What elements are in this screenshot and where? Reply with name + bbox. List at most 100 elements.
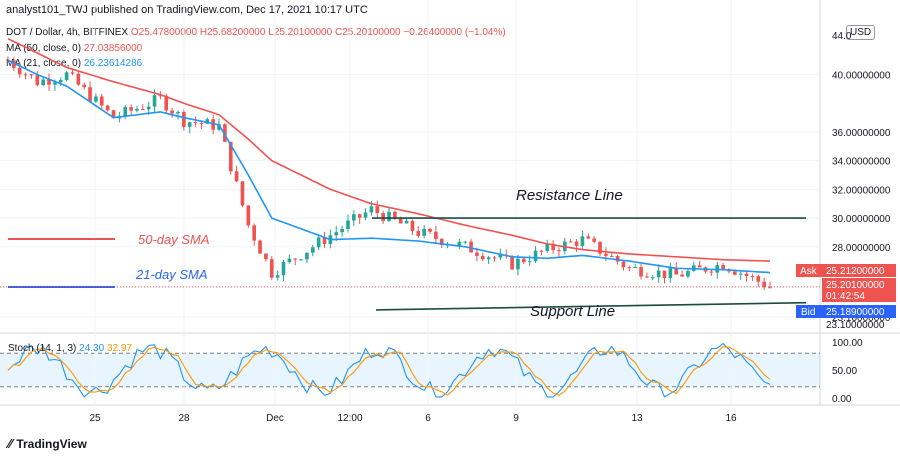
candle-body <box>545 243 550 251</box>
candle-body <box>105 105 110 111</box>
candle-body <box>70 72 75 74</box>
x-tick-label: 25 <box>89 413 101 424</box>
stoch-tick-label: 50.00 <box>832 366 857 377</box>
ohlc-legend: DOT / Dollar, 4h, BITFINEX O25.47800000 … <box>6 27 506 38</box>
ma21-legend[interactable]: MA (21, close, 0) 26.23614286 <box>6 58 142 69</box>
stoch-legend[interactable]: Stoch (14, 1, 3) 24.30 32.97 <box>8 343 132 354</box>
candle-body <box>475 252 479 256</box>
candle-body <box>615 256 620 262</box>
candle-body <box>363 212 368 218</box>
candle-body <box>158 95 163 97</box>
candle-body <box>352 214 356 221</box>
candle-body <box>422 228 426 236</box>
candle-body <box>633 267 638 269</box>
candle-body <box>316 237 321 248</box>
ma50-label: MA (50, close, 0) <box>6 43 82 54</box>
candle-body <box>527 261 532 263</box>
candle-body <box>199 122 204 124</box>
candle-body <box>492 257 497 259</box>
candle-body <box>580 236 585 246</box>
candle-body <box>463 241 468 243</box>
candle-body <box>551 243 555 251</box>
candle-body <box>123 107 128 117</box>
tradingview-footer[interactable]: ⁄⁄ TradingView <box>8 436 87 451</box>
candle-body <box>35 75 40 86</box>
stoch-d-value: 32.97 <box>106 343 132 354</box>
sma50-annotation: 50-day SMA <box>138 232 210 247</box>
symbol-label: DOT / Dollar, 4h, BITFINEX <box>6 27 129 38</box>
candle-body <box>140 108 145 110</box>
resistance-label: Resistance Line <box>516 187 623 204</box>
candle-body <box>750 275 755 277</box>
candle-body <box>182 112 186 127</box>
top-value: 44.0 <box>832 31 852 42</box>
candle-body <box>146 106 151 110</box>
candle-body <box>697 265 702 268</box>
stoch-tick-label: 0.00 <box>832 394 852 405</box>
candles <box>6 56 772 291</box>
change-value: −0.26400000 (−1.04%) <box>403 27 506 38</box>
ma50-line <box>7 37 771 262</box>
candle-body <box>521 258 526 263</box>
high-value: H25.68200000 <box>199 27 266 38</box>
y-tick-label: 32.00000000 <box>832 185 891 196</box>
tradingview-logo-icon: ⁄⁄ <box>8 436 13 451</box>
candle-body <box>416 230 421 236</box>
stoch-d-line <box>7 346 771 396</box>
candle-body <box>498 254 503 258</box>
candle-body <box>170 110 174 114</box>
low-value: 23.10000000 <box>826 320 885 331</box>
currency-button[interactable]: USD <box>846 25 876 40</box>
ma21-value: 26.23614286 <box>83 58 143 69</box>
x-tick-label: 28 <box>178 413 190 424</box>
candle-body <box>334 232 339 236</box>
candle-body <box>264 253 268 260</box>
candle-body <box>322 237 327 244</box>
candle-body <box>533 250 538 262</box>
bid-tag-bg <box>796 305 822 318</box>
candle-body <box>299 259 303 261</box>
ma50-legend[interactable]: MA (50, close, 0) 27.03856000 <box>6 43 142 54</box>
ma21-line <box>7 59 771 274</box>
candle-body <box>439 238 444 245</box>
stoch-k-line <box>7 342 771 398</box>
close-value: C25.20100000 <box>334 27 401 38</box>
x-tick-label: Dec <box>266 413 284 424</box>
candle-body <box>29 74 34 76</box>
candle-body <box>621 261 626 268</box>
candle-body <box>668 268 673 278</box>
candle-body <box>23 74 28 76</box>
last-value-bg <box>822 278 896 302</box>
candle-body <box>82 84 87 88</box>
candle-body <box>41 79 45 86</box>
candle-body <box>193 122 198 124</box>
y-tick-label: 30.00000000 <box>832 214 891 225</box>
sma21-annotation: 21-day SMA <box>135 267 208 282</box>
candle-body <box>17 67 22 75</box>
candle-body <box>721 265 725 270</box>
chart-header: analyst101_TWJ published on TradingView.… <box>6 4 368 16</box>
ask-value: 25.21200000 <box>826 266 885 277</box>
y-tick-label: 34.00000000 <box>832 157 891 168</box>
countdown: 01:42:54 <box>826 291 865 302</box>
candle-body <box>410 220 415 231</box>
support-line <box>375 301 807 311</box>
candle-body <box>111 110 116 119</box>
candle-body <box>375 206 380 214</box>
candle-body <box>639 267 643 277</box>
candle-body <box>744 273 749 276</box>
y-tick-label: 36.00000000 <box>832 128 891 139</box>
candle-body <box>568 241 573 243</box>
candle-body <box>287 258 292 263</box>
candle-body <box>480 255 485 260</box>
candle-body <box>650 277 655 279</box>
candle-body <box>346 220 350 230</box>
stoch-axis-ticks: 100.00 50.00 0.00 <box>832 338 863 405</box>
candle-body <box>516 258 520 270</box>
candle-body <box>756 276 761 282</box>
last-value: 25.20100000 <box>826 280 885 291</box>
candle-body <box>228 141 233 172</box>
candle-body <box>64 72 69 81</box>
candle-body <box>369 206 374 213</box>
